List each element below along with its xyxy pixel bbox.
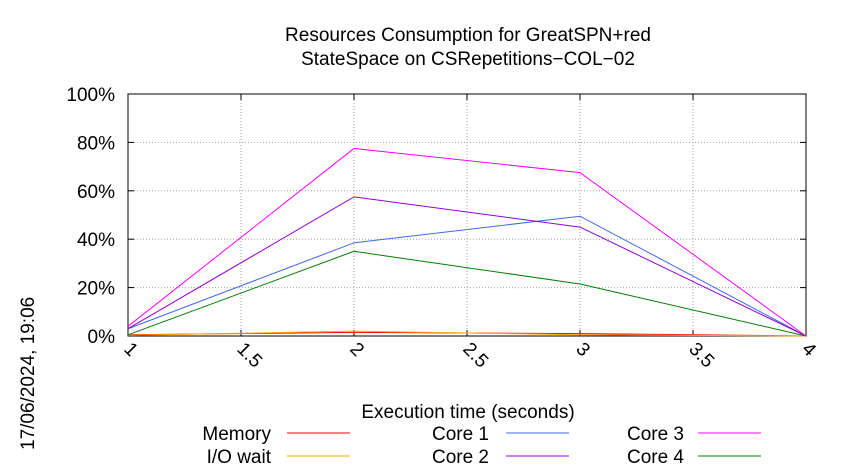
legend-label-i-o-wait: I/O wait [207, 447, 272, 468]
series-line-core-3 [127, 147, 807, 337]
chart-title-line-1: Resources Consumption for GreatSPN+red [285, 25, 651, 46]
x-tick-label: 4 [797, 339, 820, 362]
y-tick-label: 100% [66, 85, 115, 106]
x-tick-label: 1 [119, 339, 141, 361]
y-tick-label: 40% [77, 230, 115, 251]
legend-label-core-3: Core 3 [627, 424, 684, 445]
series-line-core-2 [127, 196, 807, 337]
y-tick-label: 60% [77, 182, 115, 203]
y-tick-label: 20% [77, 279, 115, 300]
x-axis-label: Execution time (seconds) [361, 402, 574, 423]
x-tick-label: 2.5 [458, 339, 492, 373]
series-line-core-1 [127, 215, 807, 337]
chart-title-line-2: StateSpace on CSRepetitions−COL−02 [301, 49, 635, 70]
axis-ticks: 1 1.5 2 2.5 3 3.5 40%20%40%60%80%100% [66, 85, 820, 372]
x-tick-label: 2 [345, 339, 367, 361]
y-tick-label: 0% [88, 327, 116, 348]
grid [128, 94, 806, 336]
series-line-i-o-wait [127, 330, 807, 337]
legend-label-core-2: Core 2 [432, 447, 489, 468]
timestamp: 17/06/2024, 19:06 [18, 297, 39, 450]
series-lines [127, 147, 807, 337]
x-tick-label: 3.5 [684, 339, 718, 373]
x-tick-label: 1.5 [232, 339, 266, 373]
legend-label-core-1: Core 1 [432, 424, 489, 445]
series-line-core-4 [127, 250, 807, 337]
legend-label-memory: Memory [202, 424, 271, 445]
y-tick-label: 80% [77, 133, 115, 154]
legend-label-core-4: Core 4 [627, 447, 684, 468]
x-tick-label: 3 [571, 339, 593, 361]
